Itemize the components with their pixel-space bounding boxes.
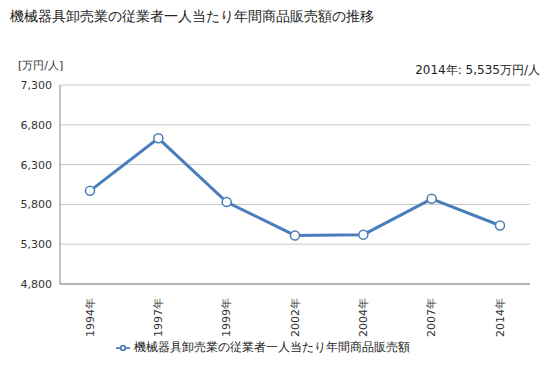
svg-text:1994年: 1994年: [84, 298, 97, 337]
svg-text:2002年: 2002年: [289, 298, 302, 337]
svg-text:2014年: 2014年: [494, 298, 507, 337]
html-text:2014年: 5,535万円/人: 2014年: 5,535万円/人: [415, 63, 540, 77]
html-text:機械器具卸売業の従業者一人当たり年間商品販売額: 機械器具卸売業の従業者一人当たり年間商品販売額: [133, 340, 410, 354]
svg-text:5,800: 5,800: [21, 198, 53, 211]
svg-text:6,300: 6,300: [21, 159, 53, 172]
html-text:[万円/人]: [万円/人]: [18, 59, 64, 72]
svg-text:7,300: 7,300: [21, 79, 53, 92]
html-text:機械器具卸売業の従業者一人当たり年間商品販売額の推移: 機械器具卸売業の従業者一人当たり年間商品販売額の推移: [10, 8, 374, 24]
svg-text:1997年: 1997年: [152, 298, 165, 337]
svg-text:4,800: 4,800: [21, 278, 53, 291]
svg-text:2004年: 2004年: [357, 298, 370, 337]
svg-text:1999年: 1999年: [220, 298, 233, 337]
svg-text:6,800: 6,800: [21, 119, 53, 132]
svg-text:5,300: 5,300: [21, 238, 53, 251]
svg-text:2007年: 2007年: [425, 298, 438, 337]
